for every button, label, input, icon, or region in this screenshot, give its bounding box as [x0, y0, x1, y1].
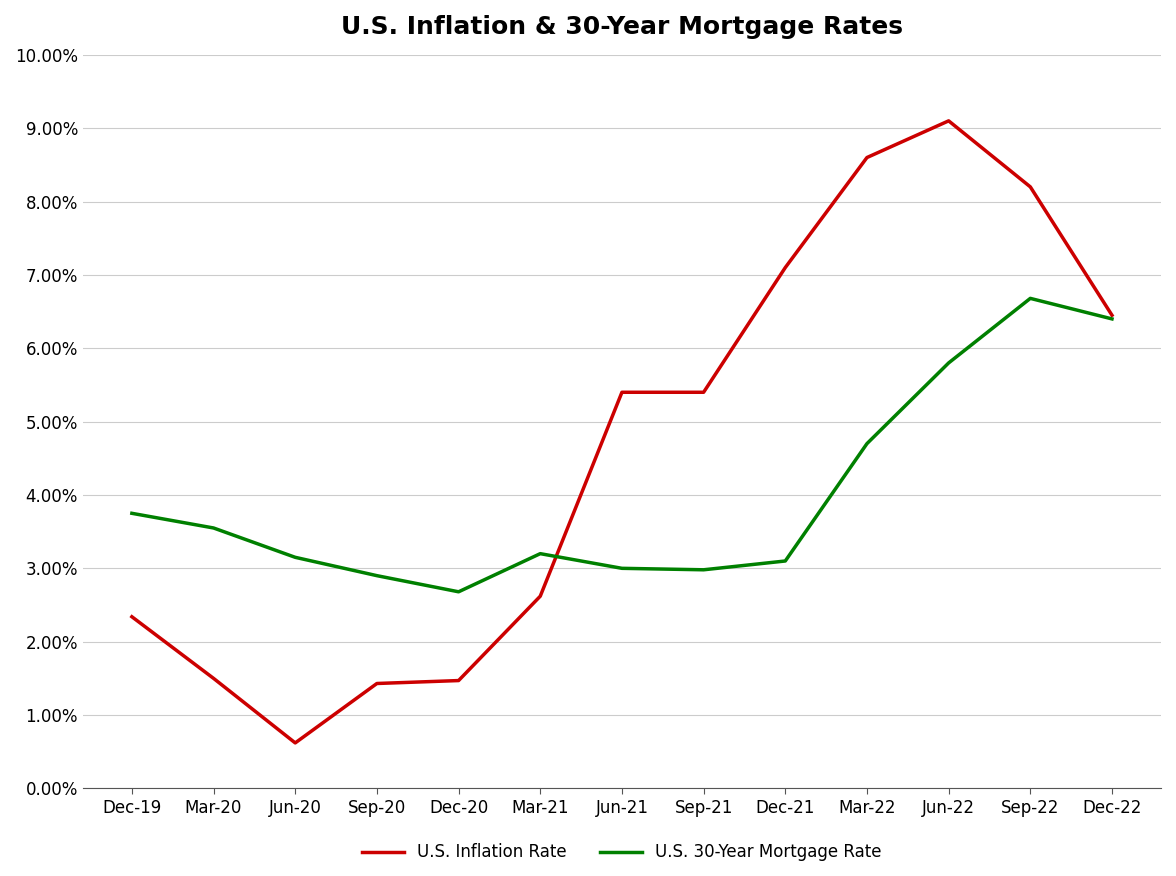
U.S. Inflation Rate: [696, 387, 710, 398]
U.S. 30-Year Mortgage Rate: [1105, 314, 1120, 324]
U.S. Inflation Rate: [452, 675, 466, 686]
U.S. 30-Year Mortgage Rate: [288, 552, 302, 562]
Line: U.S. Inflation Rate: U.S. Inflation Rate: [132, 121, 1112, 743]
U.S. Inflation Rate: [369, 678, 383, 689]
U.S. 30-Year Mortgage Rate: [207, 523, 221, 533]
U.S. Inflation Rate: [125, 611, 139, 622]
Legend: U.S. Inflation Rate, U.S. 30-Year Mortgage Rate: U.S. Inflation Rate, U.S. 30-Year Mortga…: [355, 837, 888, 868]
U.S. 30-Year Mortgage Rate: [942, 357, 956, 368]
U.S. Inflation Rate: [779, 262, 793, 272]
U.S. Inflation Rate: [1105, 310, 1120, 321]
U.S. 30-Year Mortgage Rate: [615, 563, 629, 574]
U.S. Inflation Rate: [533, 591, 547, 602]
U.S. Inflation Rate: [615, 387, 629, 398]
U.S. Inflation Rate: [288, 738, 302, 748]
U.S. 30-Year Mortgage Rate: [779, 555, 793, 566]
U.S. 30-Year Mortgage Rate: [125, 508, 139, 519]
Line: U.S. 30-Year Mortgage Rate: U.S. 30-Year Mortgage Rate: [132, 299, 1112, 592]
U.S. Inflation Rate: [860, 152, 874, 163]
U.S. 30-Year Mortgage Rate: [452, 587, 466, 597]
U.S. 30-Year Mortgage Rate: [1023, 293, 1037, 304]
U.S. Inflation Rate: [207, 673, 221, 683]
U.S. 30-Year Mortgage Rate: [369, 570, 383, 581]
U.S. 30-Year Mortgage Rate: [696, 564, 710, 575]
Title: U.S. Inflation & 30-Year Mortgage Rates: U.S. Inflation & 30-Year Mortgage Rates: [341, 15, 903, 39]
U.S. Inflation Rate: [1023, 181, 1037, 192]
U.S. 30-Year Mortgage Rate: [533, 548, 547, 559]
U.S. 30-Year Mortgage Rate: [860, 438, 874, 449]
U.S. Inflation Rate: [942, 116, 956, 126]
